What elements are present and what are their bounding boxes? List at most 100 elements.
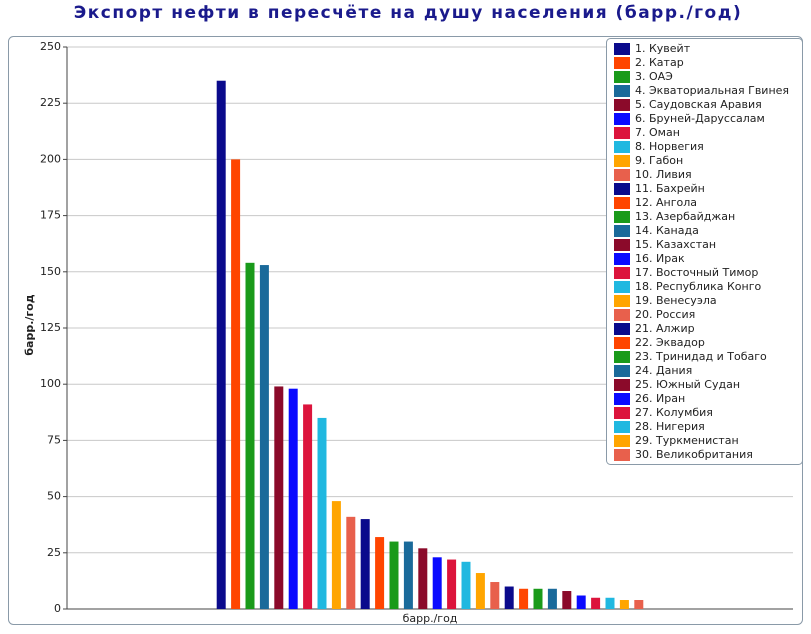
bar <box>274 386 284 609</box>
y-tick-label: 150 <box>40 265 61 278</box>
bar <box>259 265 269 609</box>
legend-swatch <box>614 351 630 363</box>
bar <box>288 388 298 609</box>
legend-swatch <box>614 365 630 377</box>
legend-label: 2. Катар <box>635 56 684 69</box>
legend-label: 8. Норвегия <box>635 140 704 153</box>
legend-swatch <box>614 379 630 391</box>
bar <box>519 588 529 609</box>
legend-label: 3. ОАЭ <box>635 70 673 83</box>
bar <box>331 501 341 609</box>
legend-label: 23. Тринидад и Тобаго <box>635 350 767 363</box>
bar <box>634 600 644 609</box>
legend-swatch <box>614 211 630 223</box>
legend-swatch <box>614 85 630 97</box>
legend-label: 28. Нигерия <box>635 420 705 433</box>
legend-swatch <box>614 155 630 167</box>
legend-label: 4. Экваториальная Гвинея <box>635 84 789 97</box>
legend-swatch <box>614 71 630 83</box>
legend-label: 18. Республика Конго <box>635 280 761 293</box>
legend-label: 21. Алжир <box>635 322 695 335</box>
bar <box>403 541 413 609</box>
y-tick-label: 200 <box>40 152 61 165</box>
bar <box>605 597 615 609</box>
legend-swatch <box>614 295 630 307</box>
y-tick-label: 100 <box>40 377 61 390</box>
legend-swatch <box>614 127 630 139</box>
y-tick-label: 50 <box>47 490 61 503</box>
legend-swatch <box>614 253 630 265</box>
legend-swatch <box>614 183 630 195</box>
legend-label: 11. Бахрейн <box>635 182 705 195</box>
legend-label: 16. Ирак <box>635 252 685 265</box>
legend-label: 9. Габон <box>635 154 683 167</box>
legend-label: 29. Туркменистан <box>635 434 739 447</box>
legend-swatch <box>614 113 630 125</box>
legend-swatch <box>614 449 630 461</box>
bar <box>533 588 543 609</box>
legend-swatch <box>614 239 630 251</box>
legend-label: 12. Ангола <box>635 196 697 209</box>
legend-label: 20. Россия <box>635 308 695 321</box>
bar <box>418 548 428 609</box>
legend-swatch <box>614 393 630 405</box>
y-tick-label: 0 <box>54 602 61 615</box>
bar <box>432 557 442 609</box>
bar <box>317 417 327 609</box>
legend-swatch <box>614 141 630 153</box>
bar <box>619 600 629 609</box>
legend-label: 1. Кувейт <box>635 42 691 55</box>
legend-label: 13. Азербайджан <box>635 210 735 223</box>
legend-label: 27. Колумбия <box>635 406 713 419</box>
bar <box>389 541 399 609</box>
bar <box>490 582 500 609</box>
bar <box>231 159 241 609</box>
bar <box>447 559 457 609</box>
y-tick-label: 250 <box>40 40 61 53</box>
legend-label: 30. Великобритания <box>635 448 753 461</box>
y-tick-label: 225 <box>40 96 61 109</box>
legend-label: 24. Дания <box>635 364 692 377</box>
legend-label: 5. Саудовская Аравия <box>635 98 762 111</box>
legend-label: 25. Южный Судан <box>635 378 740 391</box>
bar <box>375 537 385 609</box>
bar <box>475 573 485 609</box>
legend-box <box>606 38 803 465</box>
legend-label: 14. Канада <box>635 224 699 237</box>
legend-swatch <box>614 197 630 209</box>
bar <box>245 262 255 609</box>
bar <box>216 80 226 610</box>
y-tick-label: 75 <box>47 433 61 446</box>
legend-swatch <box>614 309 630 321</box>
bar <box>303 404 313 609</box>
y-axis-label: барр./год <box>23 294 36 355</box>
legend-label: 17. Восточный Тимор <box>635 266 758 279</box>
bar <box>504 586 514 609</box>
legend-swatch <box>614 323 630 335</box>
legend-label: 22. Эквадор <box>635 336 705 349</box>
legend-label: 15. Казахстан <box>635 238 716 251</box>
legend-label: 7. Оман <box>635 126 680 139</box>
legend-swatch <box>614 435 630 447</box>
legend-swatch <box>614 421 630 433</box>
chart-title: Экспорт нефти в пересчёте на душу населе… <box>74 3 743 23</box>
legend-label: 6. Бруней-Даруссалам <box>635 112 765 125</box>
y-tick-label: 125 <box>40 321 61 334</box>
legend-swatch <box>614 225 630 237</box>
legend-swatch <box>614 267 630 279</box>
legend-swatch <box>614 337 630 349</box>
legend-swatch <box>614 57 630 69</box>
bar <box>562 591 572 609</box>
y-tick-label: 25 <box>47 546 61 559</box>
legend-label: 19. Венесуэла <box>635 294 717 307</box>
bar <box>591 597 601 609</box>
bar <box>360 519 370 609</box>
legend-swatch <box>614 281 630 293</box>
legend-label: 26. Иран <box>635 392 685 405</box>
bar <box>461 561 471 609</box>
legend-swatch <box>614 407 630 419</box>
legend-swatch <box>614 43 630 55</box>
y-tick-label: 175 <box>40 209 61 222</box>
legend-swatch <box>614 99 630 111</box>
